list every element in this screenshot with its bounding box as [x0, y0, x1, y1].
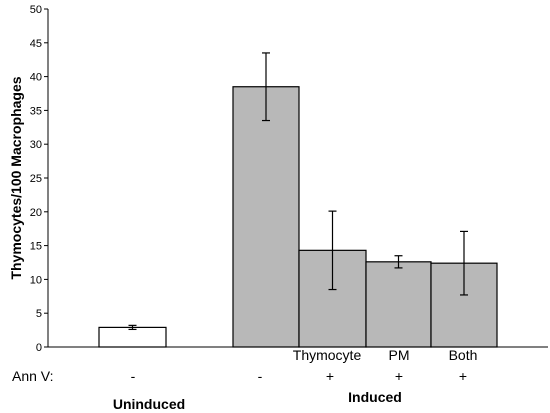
bar-1: [232, 86, 300, 348]
ann-v-sign-0: -: [131, 368, 136, 384]
y-tick-label: 35: [30, 105, 42, 117]
y-tick-label: 40: [30, 72, 42, 84]
y-tick-label: 25: [30, 173, 42, 185]
group-label-0: Uninduced: [113, 396, 185, 412]
group-label-1: Induced: [348, 389, 402, 405]
y-tick-label: 0: [36, 342, 42, 354]
ann-v-sign-4: +: [459, 368, 467, 384]
y-tick-label: 50: [30, 4, 42, 16]
y-tick-label: 45: [30, 38, 42, 50]
y-axis-title: Thymocytes/100 Macrophages: [8, 76, 24, 279]
y-tick-label: 30: [30, 139, 42, 151]
y-tick-label: 5: [36, 308, 42, 320]
condition-label-2: Thymocyte: [293, 347, 362, 363]
bar-3: [365, 261, 432, 348]
condition-label-4: Both: [449, 347, 478, 363]
y-tick-label: 20: [30, 207, 42, 219]
ann-v-sign-1: -: [258, 368, 263, 384]
y-tick-label: 15: [30, 241, 42, 253]
ann-v-sign-3: +: [395, 368, 403, 384]
ann-v-sign-2: +: [326, 368, 334, 384]
bar-0: [98, 326, 167, 348]
ann-v-label: Ann V:: [12, 368, 54, 384]
y-tick-label: 10: [30, 274, 42, 286]
condition-label-3: PM: [389, 347, 410, 363]
